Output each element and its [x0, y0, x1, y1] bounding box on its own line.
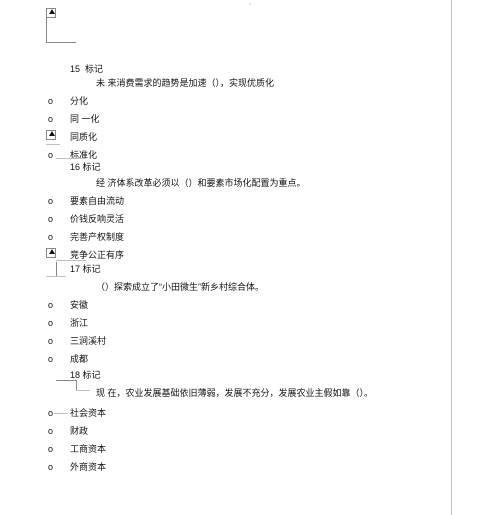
q15-opt-c: 同质化: [70, 132, 97, 143]
note-bracket-q17-v: [56, 262, 57, 276]
divider-q17: [56, 260, 86, 261]
q18-opt-a: 社会资本: [70, 408, 106, 419]
note-rule-q17: [46, 276, 66, 277]
q18-stem: 现 在，农业发展基础依旧薄弱，发展不充分，发展农业主假如靠（）。: [96, 388, 373, 399]
q15-stem: 未 来消费需求的趋势是加速（），实现优质化: [96, 78, 274, 89]
q18-opt-d: 外商资本: [70, 462, 106, 473]
q15-opt-a: 分化: [70, 96, 88, 107]
q16-opt-c: 完善产权制度: [70, 232, 124, 243]
q16-number: 16 标记: [70, 160, 101, 173]
bullet: o: [48, 462, 53, 472]
bullet: o: [48, 150, 53, 160]
divider-q16: [56, 158, 86, 159]
q17-opt-c: 三涧溪村: [70, 336, 106, 347]
bullet: o: [48, 96, 53, 106]
q16-opt-b: 价钱反响灵活: [70, 214, 124, 225]
q15-number: 15 标记: [70, 62, 103, 75]
bullet: o: [48, 196, 53, 206]
q17-stem: （）探索成立了“小田微生”新乡村综合体。: [96, 282, 264, 293]
q15-opt-b: 同 一化: [70, 114, 100, 125]
document-page: ′ 15 标记 未 来消费需求的趋势是加速（），实现优质化 o 分化 o 同 一…: [0, 0, 500, 515]
note-bracket-top-h: [46, 42, 76, 43]
q17-opt-b: 浙江: [70, 318, 88, 329]
fold-triangle-icon: [49, 131, 55, 136]
fold-triangle-icon: [49, 9, 55, 14]
q17-opt-d: 成都: [70, 354, 88, 365]
q16-opt-a: 要素自由流动: [70, 196, 124, 207]
q18-opt-b: 财政: [70, 426, 88, 437]
note-box-top: [46, 8, 56, 18]
note-rule-q15: [46, 144, 60, 145]
bullet: o: [48, 426, 53, 436]
q16-stem: 经 济体系改革必须以（）和要素市场化配置为重点。: [96, 178, 306, 189]
note-bracket-top-v: [46, 18, 47, 42]
bullet: o: [48, 214, 53, 224]
header-accent-mark: ′: [249, 4, 250, 10]
note-bracket-q18-v: [76, 380, 77, 390]
underline-q18a: [54, 413, 68, 414]
note-bracket-q18-h1: [56, 380, 76, 381]
q17-opt-a: 安徽: [70, 300, 88, 311]
bullet: o: [48, 232, 53, 242]
bullet: o: [48, 300, 53, 310]
bullet: o: [48, 318, 53, 328]
bullet: o: [48, 114, 53, 124]
bullet: o: [48, 444, 53, 454]
q18-opt-c: 工商资本: [70, 444, 106, 455]
fold-triangle-icon: [49, 249, 55, 254]
note-rule-q18: [76, 390, 90, 391]
bullet: o: [48, 336, 53, 346]
bullet: o: [48, 354, 53, 364]
q17-number: 17 标记: [70, 262, 101, 275]
note-box-q15: [46, 130, 56, 140]
bullet: o: [48, 408, 53, 418]
note-box-q16: [46, 248, 56, 258]
